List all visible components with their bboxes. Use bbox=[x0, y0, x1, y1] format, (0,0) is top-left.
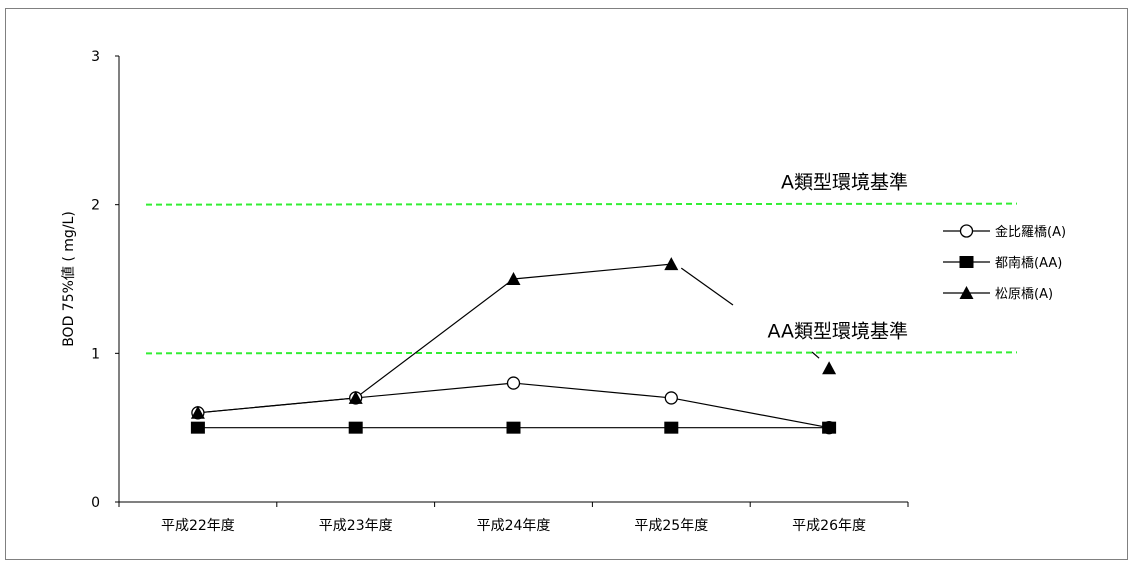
annotation-marker bbox=[822, 361, 837, 375]
reference-line bbox=[145, 202, 1018, 206]
data-point bbox=[822, 421, 837, 434]
data-point bbox=[348, 390, 363, 404]
reference-line bbox=[145, 351, 1018, 355]
legend-marker bbox=[959, 224, 974, 238]
legend-label: 金比羅橋(A) bbox=[995, 224, 1066, 240]
y-tick-label: 2 bbox=[91, 198, 100, 214]
y-tick-label: 0 bbox=[91, 495, 100, 511]
y-tick-label: 1 bbox=[91, 346, 100, 362]
annotation-leader-line bbox=[680, 267, 734, 306]
data-point bbox=[190, 405, 205, 419]
reference-lines: A類型環境基準 AA類型環境基準 bbox=[145, 172, 1018, 355]
legend-label: 松原橋(A) bbox=[995, 287, 1053, 302]
y-tick-label: 3 bbox=[91, 49, 100, 65]
x-tick-label: 平成22年度 bbox=[161, 518, 235, 534]
series-group bbox=[190, 257, 837, 435]
reference-line-label: A類型環境基準 bbox=[781, 172, 908, 194]
data-point bbox=[664, 421, 679, 434]
data-point bbox=[506, 272, 521, 285]
x-ticks: 平成22年度 平成23年度 平成24年度 平成25年度 平成26年度 bbox=[118, 502, 909, 534]
x-tick-label: 平成26年度 bbox=[792, 518, 866, 534]
legend-marker bbox=[959, 286, 974, 299]
annotation-leader-line bbox=[811, 351, 820, 359]
legend-marker bbox=[959, 256, 974, 268]
reference-line-label: AA類型環境基準 bbox=[767, 320, 908, 342]
y-ticks: 0 1 2 3 bbox=[91, 49, 119, 511]
legend-label: 都南橋(AA) bbox=[995, 255, 1062, 271]
data-point bbox=[664, 257, 679, 271]
data-point bbox=[190, 421, 205, 434]
x-tick-label: 平成24年度 bbox=[477, 518, 551, 534]
chart-frame bbox=[5, 8, 1128, 560]
data-point bbox=[506, 421, 521, 434]
data-point bbox=[664, 391, 678, 405]
annotations-group bbox=[680, 267, 837, 375]
x-tick-label: 平成25年度 bbox=[634, 518, 708, 534]
legend: 金比羅橋(A) 都南橋(AA) 松原橋(A) bbox=[943, 224, 1066, 302]
y-axis-label: BOD 75%値 ( mg/L) bbox=[61, 211, 77, 347]
series-line bbox=[197, 382, 830, 429]
x-tick-label: 平成23年度 bbox=[319, 518, 393, 534]
data-point bbox=[506, 376, 521, 390]
series-line bbox=[197, 263, 672, 414]
data-point bbox=[348, 421, 363, 434]
